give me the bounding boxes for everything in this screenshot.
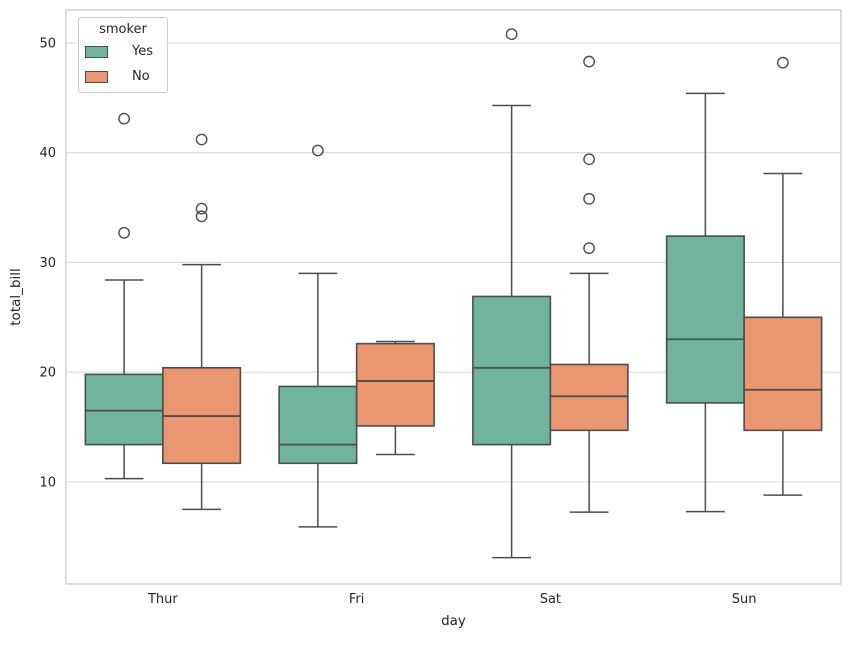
- box-no-sat-outlier-marker: [583, 192, 596, 205]
- axes-frame: [65, 9, 842, 585]
- box-no-thur-outlier-marker: [195, 210, 208, 223]
- box-yes-sun: [665, 235, 745, 404]
- legend-swatch-no-icon: [85, 70, 108, 83]
- y-tick-label-20: 20: [39, 366, 56, 381]
- legend-label-no: No: [132, 69, 150, 84]
- box-yes-thur: [84, 373, 164, 446]
- box-yes-sat-outlier-marker: [505, 28, 518, 41]
- box-no-sat-outlier-marker: [583, 153, 596, 166]
- box-no-sat-outlier-marker: [583, 242, 596, 255]
- box-no-sat: [549, 363, 629, 432]
- x-tick-label-fri: Fri: [349, 592, 365, 607]
- y-tick-label-50: 50: [39, 36, 56, 51]
- x-tick-label-sat: Sat: [540, 592, 561, 607]
- box-yes-fri: [278, 385, 358, 465]
- x-tick-label-sun: Sun: [732, 592, 757, 607]
- box-no-fri: [355, 342, 435, 427]
- legend-swatch-yes-icon: [85, 45, 108, 58]
- y-tick-label-40: 40: [39, 146, 56, 161]
- legend: smoker Yes No: [78, 17, 168, 93]
- legend-title: smoker: [99, 22, 147, 37]
- box-no-thur-outlier-marker: [195, 133, 208, 146]
- box-yes-thur-outlier-marker: [118, 112, 131, 125]
- legend-entry-yes: Yes: [79, 39, 167, 64]
- x-tick-label-thur: Thur: [147, 592, 178, 607]
- box-no-sun: [743, 316, 823, 432]
- box-no-thur-outlier-marker: [195, 202, 208, 215]
- box-yes-fri-outlier-marker: [311, 144, 324, 157]
- legend-entry-no: No: [79, 64, 167, 89]
- box-no-sat-outlier-marker: [583, 55, 596, 68]
- y-tick-label-30: 30: [39, 256, 56, 271]
- legend-label-yes: Yes: [132, 44, 153, 59]
- box-no-sun-outlier-marker: [776, 56, 789, 69]
- box-yes-sat: [472, 295, 552, 446]
- box-yes-thur-outlier-marker: [118, 226, 131, 239]
- x-axis-label: day: [441, 613, 466, 629]
- y-axis-label: total_bill: [8, 268, 24, 326]
- y-tick-label-10: 10: [39, 475, 56, 490]
